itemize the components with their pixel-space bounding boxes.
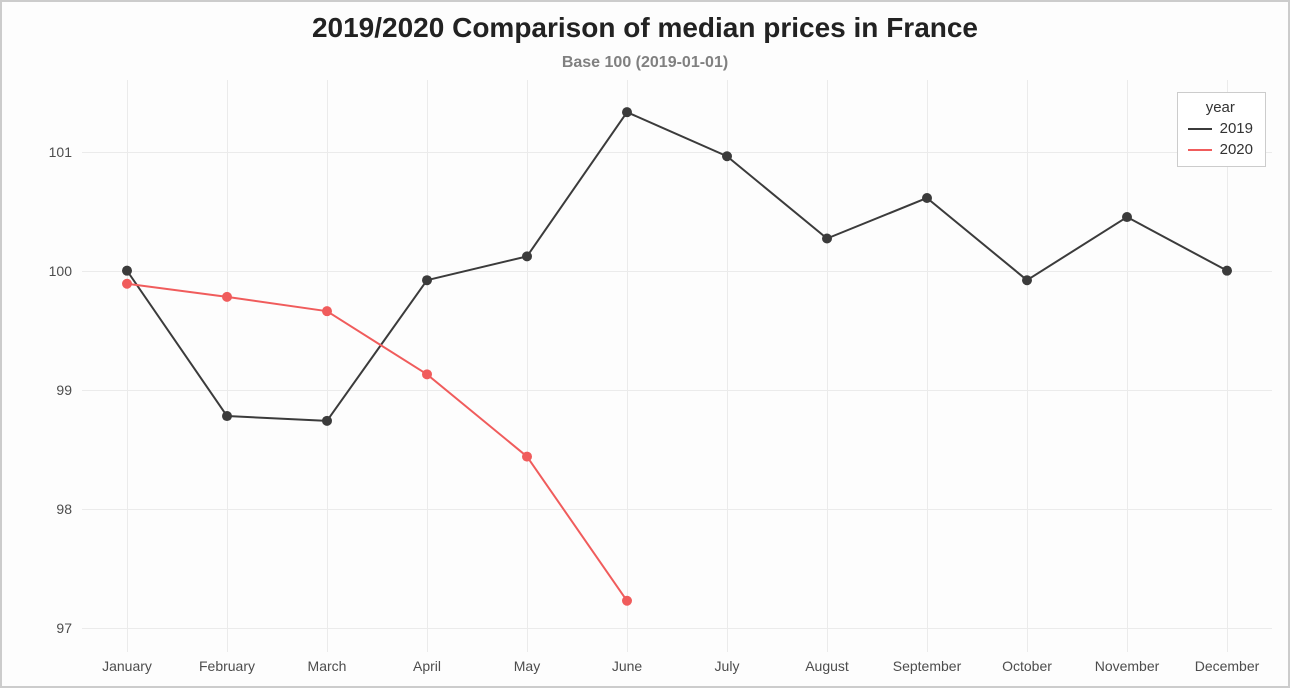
series-marker-2019 — [1122, 212, 1132, 222]
series-marker-2019 — [122, 266, 132, 276]
series-marker-2020 — [622, 596, 632, 606]
x-tick-label: January — [102, 652, 152, 674]
x-tick-label: September — [893, 652, 961, 674]
x-tick-label: August — [805, 652, 849, 674]
series-marker-2019 — [522, 251, 532, 261]
series-marker-2020 — [422, 369, 432, 379]
series-marker-2019 — [422, 275, 432, 285]
series-marker-2019 — [622, 107, 632, 117]
series-marker-2019 — [922, 193, 932, 203]
x-tick-label: June — [612, 652, 642, 674]
x-tick-label: April — [413, 652, 441, 674]
legend-label: 2020 — [1220, 139, 1253, 160]
series-marker-2019 — [722, 151, 732, 161]
series-marker-2020 — [322, 306, 332, 316]
series-marker-2019 — [1222, 266, 1232, 276]
series-marker-2020 — [222, 292, 232, 302]
x-tick-label: October — [1002, 652, 1052, 674]
legend-swatch — [1188, 149, 1212, 151]
series-line-2020 — [127, 284, 627, 601]
series-marker-2019 — [1022, 275, 1032, 285]
chart-subtitle: Base 100 (2019-01-01) — [2, 54, 1288, 72]
x-tick-label: December — [1195, 652, 1260, 674]
series-marker-2019 — [322, 416, 332, 426]
legend-item-2019: 2019 — [1188, 118, 1253, 139]
series-marker-2019 — [822, 233, 832, 243]
x-tick-label: May — [514, 652, 540, 674]
series-layer — [82, 80, 1272, 652]
series-marker-2020 — [122, 279, 132, 289]
x-tick-label: July — [715, 652, 740, 674]
plot-area: 979899100101JanuaryFebruaryMarchAprilMay… — [82, 80, 1272, 652]
series-marker-2020 — [522, 452, 532, 462]
x-tick-label: February — [199, 652, 255, 674]
y-tick-label: 99 — [56, 382, 82, 398]
series-line-2019 — [127, 112, 1227, 421]
y-tick-label: 100 — [49, 263, 82, 279]
chart-title: 2019/2020 Comparison of median prices in… — [2, 12, 1288, 44]
legend-item-2020: 2020 — [1188, 139, 1253, 160]
x-tick-label: November — [1095, 652, 1160, 674]
y-tick-label: 101 — [49, 144, 82, 160]
series-marker-2019 — [222, 411, 232, 421]
y-tick-label: 97 — [56, 620, 82, 636]
legend-swatch — [1188, 128, 1212, 130]
legend-title: year — [1188, 99, 1253, 116]
y-tick-label: 98 — [56, 501, 82, 517]
legend: year 20192020 — [1177, 92, 1266, 167]
x-tick-label: March — [308, 652, 347, 674]
legend-label: 2019 — [1220, 118, 1253, 139]
chart-frame: 2019/2020 Comparison of median prices in… — [0, 0, 1290, 688]
